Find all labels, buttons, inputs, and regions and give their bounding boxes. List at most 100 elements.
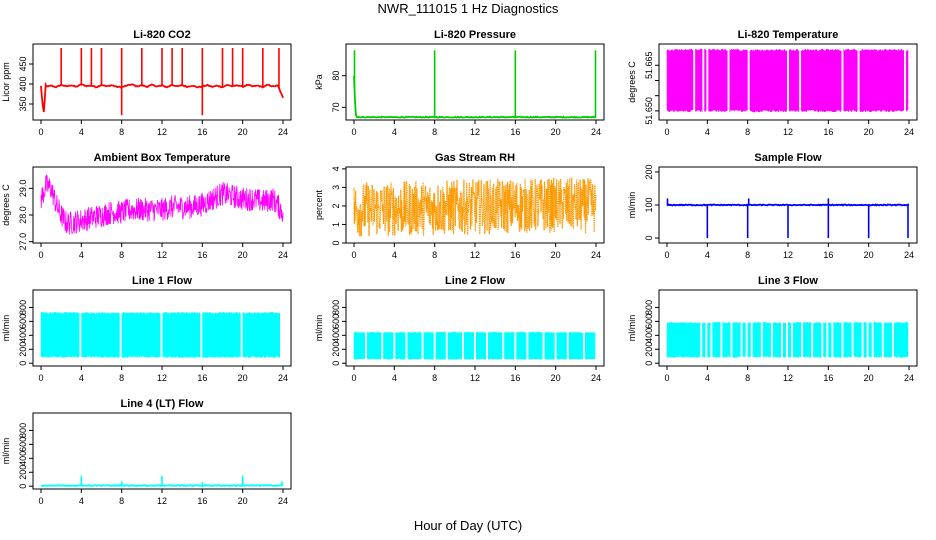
panel-9-band-segment: [868, 321, 872, 358]
panel-3-band-segment: [905, 49, 909, 113]
panel-9: Line 3 Flow ml/min 0 4 8 12 16 20 24 0 20040060080…: [627, 275, 918, 383]
panel-9-ytick-label: 600: [644, 314, 654, 329]
panel-9-band-segment: [712, 321, 721, 358]
panel-9-band-segment: [803, 321, 812, 358]
panel-5-ytick-label: 1: [331, 222, 341, 227]
panel-9-band-segment: [702, 322, 706, 359]
panel-5-xtick-label: 4: [392, 250, 397, 260]
panel-4: Ambient Box Temperature degrees C 0 4 8 12 16 2…: [1, 152, 292, 260]
panel-6-xtick-label: 8: [745, 250, 750, 260]
panel-10-ylabel: ml/min: [1, 438, 11, 465]
panel-2-ylabel: kPa: [314, 74, 324, 90]
panel-3-band-segment: [788, 48, 800, 113]
panel-4-ytick-label: 28.0: [18, 206, 28, 224]
panel-5-ytick-label: 4: [331, 166, 341, 171]
panel-4-ytick-label: 29.0: [18, 180, 28, 198]
panel-10-ytick-label: 0: [18, 484, 28, 489]
panel-9-ytick-label: 0: [644, 361, 654, 366]
panel-6-ytick-label: 200: [644, 164, 654, 179]
panel-9-band-segment: [823, 321, 827, 358]
panel-7-title: Line 1 Flow: [132, 275, 192, 287]
panel-3-band-segment: [704, 48, 707, 112]
panel-10-xtick-label: 20: [238, 496, 248, 506]
panel-5-xtick-label: 16: [510, 250, 520, 260]
panel-8: Line 2 Flow ml/min 0 4 8 12 16 20 24 0 20040060080…: [314, 275, 605, 383]
panel-9-band-segment: [732, 321, 741, 358]
panel-9-band-segment: [762, 321, 771, 358]
panel-2-ytick-label: 70: [331, 102, 341, 112]
panel-9-band-segment: [752, 322, 761, 358]
panel-7-band-segment: [162, 311, 201, 359]
figure-title: NWR_111015 1 Hz Diagnostics: [377, 1, 559, 16]
panel-9-band-segment: [772, 322, 781, 358]
panel-8-band-segment: [556, 331, 567, 360]
panel-3-ytick-label: 51.665: [644, 52, 654, 80]
panel-2-title: Li-820 Pressure: [434, 29, 516, 41]
panel-3-band-segment: [843, 48, 858, 113]
panel-2: Li-820 Pressure kPa 0 4 8 12 16 20 24 70 80: [314, 29, 605, 137]
panel-6-xtick-label: 24: [904, 250, 914, 260]
panel-5-title: Gas Stream RH: [435, 152, 515, 164]
panel-8-ytick-label: 600: [331, 314, 341, 329]
panel-7-xtick-label: 12: [157, 373, 167, 383]
panel-9-ytick-label: 400: [644, 328, 654, 343]
panel-10-xtick-label: 16: [197, 496, 207, 506]
panel-5-xtick-label: 20: [551, 250, 561, 260]
panel-7-band-segment: [40, 311, 80, 359]
panel-3-band-segment: [729, 48, 748, 113]
panel-2-xtick-label: 16: [510, 127, 520, 137]
panel-8-band-segment: [463, 331, 475, 361]
panel-4-data: [40, 174, 284, 235]
panel-1-xtick-label: 4: [79, 127, 84, 137]
panel-6-xtick-label: 4: [705, 250, 710, 260]
panel-5-ytick-label: 3: [331, 185, 341, 190]
panel-8-band-segment: [504, 331, 515, 360]
panel-7: Line 1 Flow ml/min 0 4 8 12 16 20 24 0 20040060080…: [1, 275, 292, 383]
panel-5-xtick-label: 8: [432, 250, 437, 260]
panel-3: Li-820 Temperature degrees C 0 4 8 12 16 20 24 51…: [627, 29, 918, 137]
panel-9-band-segment: [792, 321, 802, 358]
panel-3-xtick-label: 16: [823, 127, 833, 137]
panel-7-ytick-label: 400: [18, 328, 28, 343]
panel-3-xtick-label: 8: [745, 127, 750, 137]
panel-1-ytick-label: 350: [18, 96, 28, 111]
panel-4-xtick-label: 20: [238, 250, 248, 260]
panel-3-xtick-label: 4: [705, 127, 710, 137]
panel-5-ylabel: percent: [314, 189, 324, 220]
panel-9-band-segment: [843, 321, 852, 359]
panel-10: Line 4 (LT) Flow ml/min 0 4 8 12 16 20 24 0 200400…: [1, 398, 292, 506]
panel-2-xtick-label: 0: [351, 127, 356, 137]
panel-9-band-segment: [853, 321, 862, 358]
panel-9-band-segment: [863, 321, 867, 358]
panel-4-series-line: [40, 174, 284, 235]
panel-8-xtick-label: 12: [470, 373, 480, 383]
panel-7-xtick-label: 20: [238, 373, 248, 383]
panel-1-ytick-label: 400: [18, 76, 28, 91]
panel-9-ytick-label: 200: [644, 342, 654, 357]
panel-8-band-segment: [423, 331, 434, 360]
panel-8-xtick-label: 16: [510, 373, 520, 383]
panel-5-xtick-label: 24: [591, 250, 601, 260]
panel-8-band-segment: [367, 331, 382, 360]
panel-7-ytick-label: 200: [18, 342, 28, 357]
panel-1-ylabel: Licor ppm: [1, 62, 11, 102]
panel-10-xtick-label: 0: [38, 496, 43, 506]
panel-9-xtick-label: 24: [904, 373, 914, 383]
panel-3-title: Li-820 Temperature: [738, 29, 839, 41]
panel-9-xtick-label: 20: [864, 373, 874, 383]
panel-8-data: [353, 331, 596, 361]
panel-8-ytick-label: 400: [331, 328, 341, 343]
panel-3-band-segment: [666, 48, 694, 113]
panel-1: Li-820 CO2 Licor ppm 0 4 8 12 16 20 24 350 400 450: [1, 29, 292, 137]
panel-10-ytick-label: 400: [18, 451, 28, 466]
panel-7-xtick-label: 4: [79, 373, 84, 383]
panel-9-band-segment: [813, 321, 822, 358]
panel-8-band-segment: [584, 331, 596, 361]
panel-7-band-segment: [242, 311, 281, 359]
panel-7-xtick-label: 8: [119, 373, 124, 383]
panel-9-xtick-label: 0: [664, 373, 669, 383]
panel-9-data: [666, 321, 909, 359]
panel-1-series-line: [40, 81, 284, 113]
panel-2-xtick-label: 24: [591, 127, 601, 137]
panel-8-ytick-label: 800: [331, 300, 341, 315]
